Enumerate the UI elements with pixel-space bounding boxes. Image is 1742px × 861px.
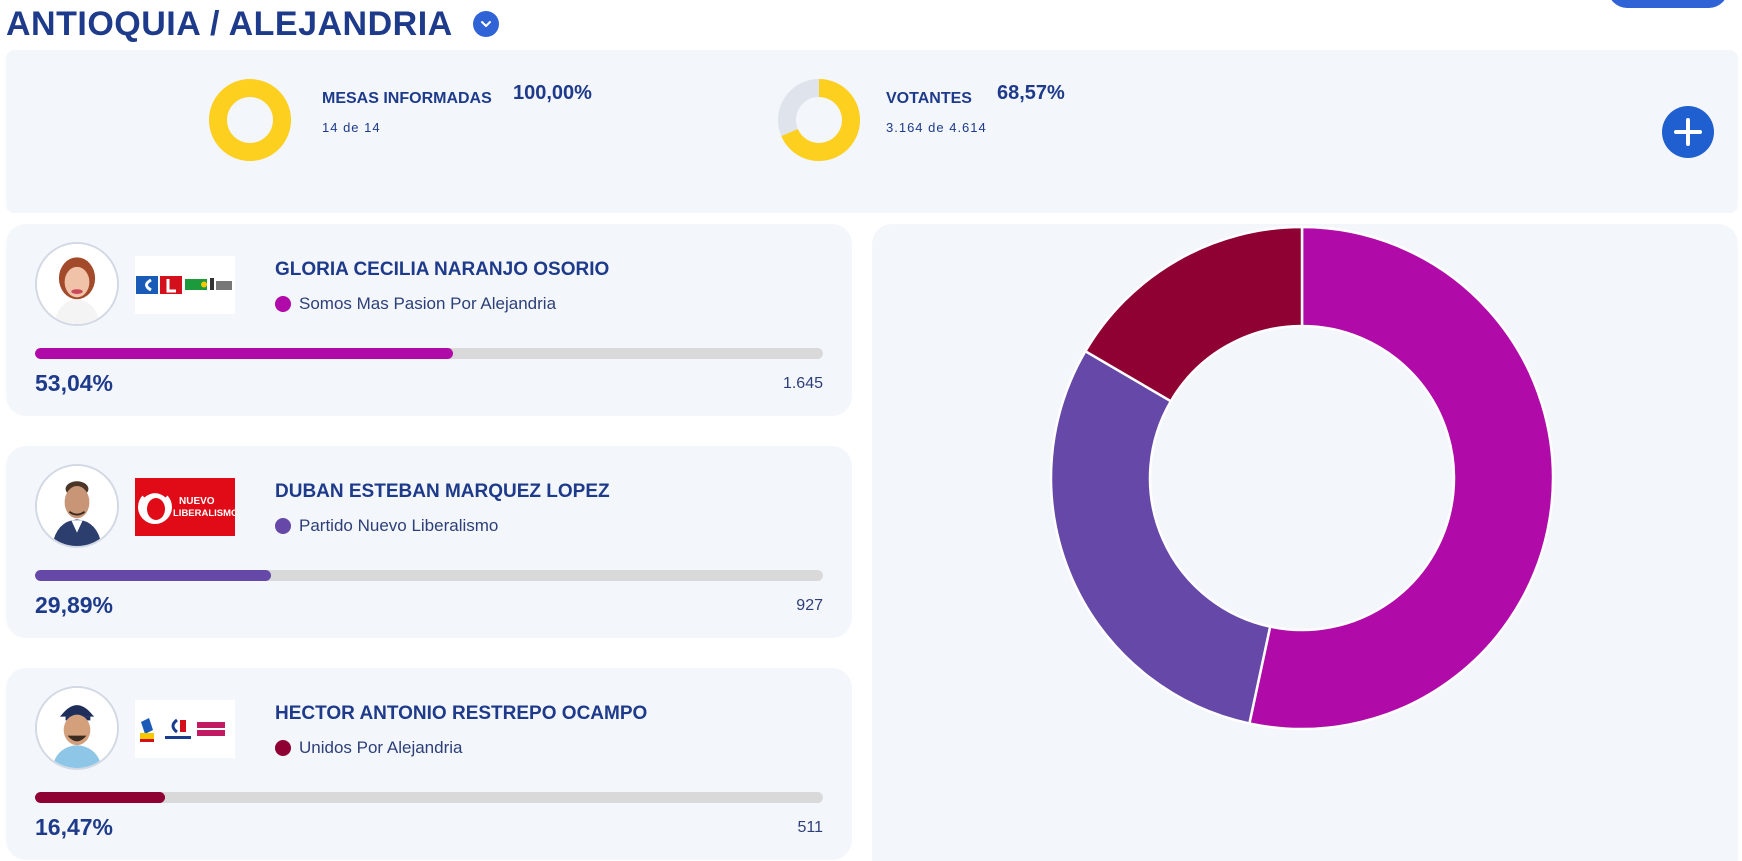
candidate-card[interactable]: HECTOR ANTONIO RESTREPO OCAMPO Unidos Po… bbox=[6, 668, 852, 860]
vote-progress-fill bbox=[35, 348, 453, 359]
vote-progress-bar bbox=[35, 792, 823, 803]
party-name: Somos Mas Pasion Por Alejandria bbox=[299, 294, 557, 313]
nuevo-liberalismo-text-2: LIBERALISMO bbox=[173, 508, 235, 519]
party-name: Partido Nuevo Liberalismo bbox=[299, 516, 499, 535]
mesas-percent: 100,00% bbox=[513, 82, 592, 104]
candidate-name: DUBAN ESTEBAN MARQUEZ LOPEZ bbox=[275, 481, 610, 502]
chevron-down-icon[interactable] bbox=[472, 11, 499, 37]
party-color-dot bbox=[275, 740, 291, 756]
votantes-label: VOTANTES bbox=[886, 90, 972, 107]
candidate-percent: 16,47% bbox=[35, 814, 114, 840]
results-chart-panel bbox=[872, 224, 1738, 861]
page-title: ANTIOQUIA / ALEJANDRIA bbox=[6, 4, 453, 43]
candidate-percent: 29,89% bbox=[35, 592, 114, 618]
candidate-avatar bbox=[35, 686, 119, 770]
party-logo bbox=[135, 256, 235, 314]
party-row: Unidos Por Alejandria bbox=[275, 738, 462, 758]
candidate-avatar bbox=[35, 242, 119, 326]
donut-slice[interactable] bbox=[1083, 225, 1304, 403]
votantes-percent: 68,57% bbox=[997, 82, 1065, 104]
candidate-card[interactable]: NUEVO LIBERALISMO DUBAN ESTEBAN MARQUEZ … bbox=[6, 446, 852, 638]
nuevo-liberalismo-text-1: NUEVO bbox=[179, 496, 215, 507]
stats-panel: MESAS INFORMADAS 100,00% 14 de 14 VOTANT… bbox=[6, 50, 1738, 213]
votantes-progress-ring bbox=[778, 79, 860, 161]
candidate-name: GLORIA CECILIA NARANJO OSORIO bbox=[275, 259, 610, 280]
vote-progress-bar bbox=[35, 348, 823, 359]
page-header: ANTIOQUIA / ALEJANDRIA bbox=[6, 2, 499, 46]
mesas-label: MESAS INFORMADAS bbox=[322, 90, 492, 107]
party-logo: NUEVO LIBERALISMO bbox=[135, 478, 235, 536]
candidate-votes: 927 bbox=[796, 597, 823, 614]
donut-slice[interactable] bbox=[1049, 349, 1272, 725]
candidate-votes: 1.645 bbox=[782, 375, 823, 392]
vote-progress-fill bbox=[35, 570, 271, 581]
votantes-stat: VOTANTES 68,57% 3.164 de 4.614 bbox=[706, 50, 1406, 213]
results-donut-chart bbox=[1049, 225, 1555, 731]
candidate-votes: 511 bbox=[797, 819, 823, 836]
party-color-dot bbox=[275, 518, 291, 534]
party-color-dot bbox=[275, 296, 291, 312]
candidate-card[interactable]: GLORIA CECILIA NARANJO OSORIO Somos Mas … bbox=[6, 224, 852, 416]
vote-progress-bar bbox=[35, 570, 823, 581]
candidate-avatar bbox=[35, 464, 119, 548]
candidate-name: HECTOR ANTONIO RESTREPO OCAMPO bbox=[275, 703, 648, 724]
party-name: Unidos Por Alejandria bbox=[299, 738, 463, 757]
votantes-ring-fill bbox=[781, 79, 860, 161]
mesas-ring-fill bbox=[209, 79, 291, 161]
vote-progress-fill bbox=[35, 792, 165, 803]
mesas-detail: 14 de 14 bbox=[322, 120, 381, 135]
plus-icon[interactable] bbox=[1662, 106, 1714, 158]
votantes-detail: 3.164 de 4.614 bbox=[886, 120, 987, 135]
mesas-stat: MESAS INFORMADAS 100,00% 14 de 14 bbox=[6, 50, 706, 213]
top-action-button[interactable] bbox=[1608, 0, 1728, 8]
candidate-percent: 53,04% bbox=[35, 370, 114, 396]
party-row: Partido Nuevo Liberalismo bbox=[275, 516, 498, 536]
donut-slice[interactable] bbox=[1247, 225, 1555, 731]
mesas-progress-ring bbox=[209, 79, 291, 161]
party-logo bbox=[135, 700, 235, 758]
party-row: Somos Mas Pasion Por Alejandria bbox=[275, 294, 556, 314]
